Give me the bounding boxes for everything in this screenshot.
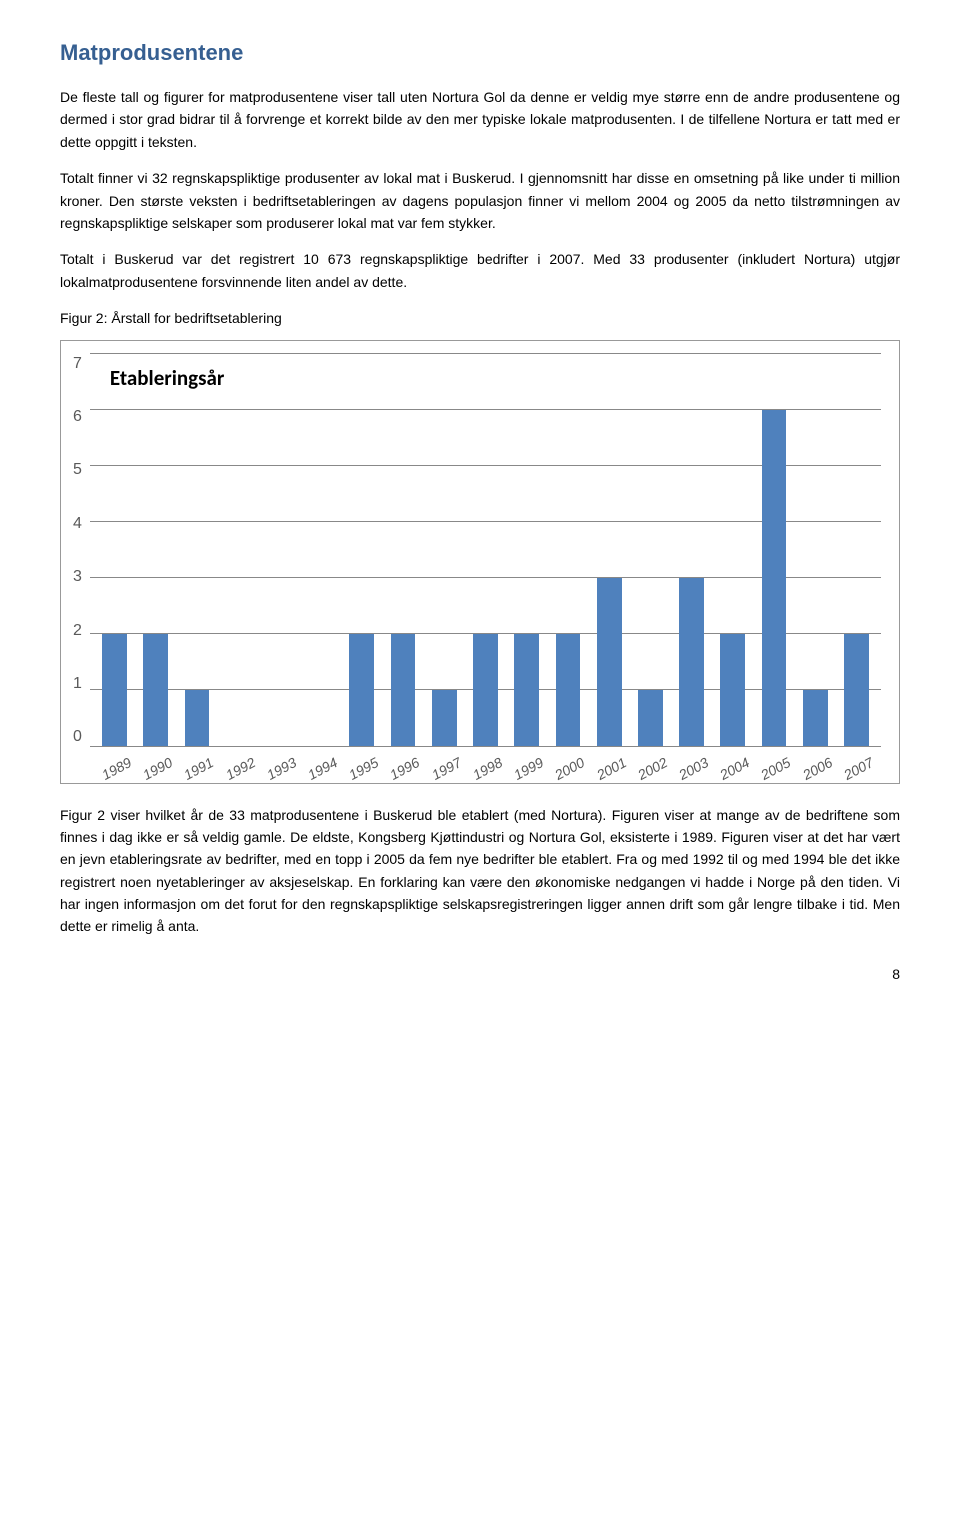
body-paragraph: De fleste tall og figurer for matproduse… [60,86,900,153]
chart-bar-slot [135,355,176,746]
chart-x-tick: 1996 [379,744,427,785]
chart-bar [349,634,374,746]
chart-bar [102,634,127,746]
chart-inner: 7 6 5 4 3 2 1 0 Etableringsår 19891990199119921… [73,355,881,777]
chart-bar-slot [630,355,671,746]
chart-bar-slot [218,355,259,746]
chart-bar-slot [259,355,300,746]
chart-y-axis: 7 6 5 4 3 2 1 0 [73,355,90,747]
chart-gridline [90,353,881,354]
chart-bar-slot [712,355,753,746]
chart-bar [432,690,457,746]
chart-bar-slot [795,355,836,746]
body-paragraph: Totalt finner vi 32 regnskapspliktige pr… [60,167,900,234]
chart-y-tick: 0 [73,728,82,746]
chart-bar [597,578,622,746]
chart-y-tick: 4 [73,515,82,533]
chart-x-tick: 2001 [585,744,633,785]
section-heading: Matprodusentene [60,40,900,66]
chart-x-tick: 2007 [833,744,881,785]
body-paragraph: Figur 2 viser hvilket år de 33 matprodus… [60,804,900,938]
chart-plot-area: Etableringsår [90,355,881,747]
chart-x-tick: 2005 [750,744,798,785]
chart-x-tick: 2006 [791,744,839,785]
chart-bar-slot [753,355,794,746]
figure-caption: Figur 2: Årstall for bedriftsetablering [60,307,900,329]
chart-bar [679,578,704,746]
chart-bar [143,634,168,746]
body-paragraph: Totalt i Buskerud var det registrert 10 … [60,248,900,293]
chart-bar-slot [465,355,506,746]
chart-bar-slot [836,355,877,746]
page-number: 8 [60,966,900,982]
chart-plot-wrap: Etableringsår 19891990199119921993199419… [90,355,881,777]
chart-bar [391,634,416,746]
chart-bar-slot [506,355,547,746]
chart-x-tick: 1991 [173,744,221,785]
etableringsaar-chart: 7 6 5 4 3 2 1 0 Etableringsår 19891990199119921… [60,340,900,784]
chart-bar-slot [341,355,382,746]
chart-bar [473,634,498,746]
chart-bar [762,410,787,746]
chart-bar [556,634,581,746]
chart-y-tick: 7 [73,355,82,373]
chart-bar-slot [547,355,588,746]
chart-x-tick: 2000 [544,744,592,785]
chart-bar [185,690,210,746]
chart-x-tick: 1997 [420,744,468,785]
chart-bar-slot [589,355,630,746]
chart-bar-slot [94,355,135,746]
chart-bar [803,690,828,746]
chart-bar-slot [176,355,217,746]
chart-x-tick: 1992 [214,744,262,785]
chart-bar [514,634,539,746]
chart-y-tick: 6 [73,408,82,426]
chart-bar [844,634,869,746]
chart-x-axis: 1989199019911992199319941995199619971998… [90,747,881,777]
chart-bar-slot [300,355,341,746]
chart-bars-container [90,355,881,746]
chart-y-tick: 1 [73,675,82,693]
chart-y-tick: 3 [73,568,82,586]
chart-bar-slot [671,355,712,746]
chart-bar [638,690,663,746]
chart-bar-slot [424,355,465,746]
chart-bar [720,634,745,746]
chart-bar-slot [382,355,423,746]
chart-y-tick: 2 [73,622,82,640]
chart-y-tick: 5 [73,461,82,479]
